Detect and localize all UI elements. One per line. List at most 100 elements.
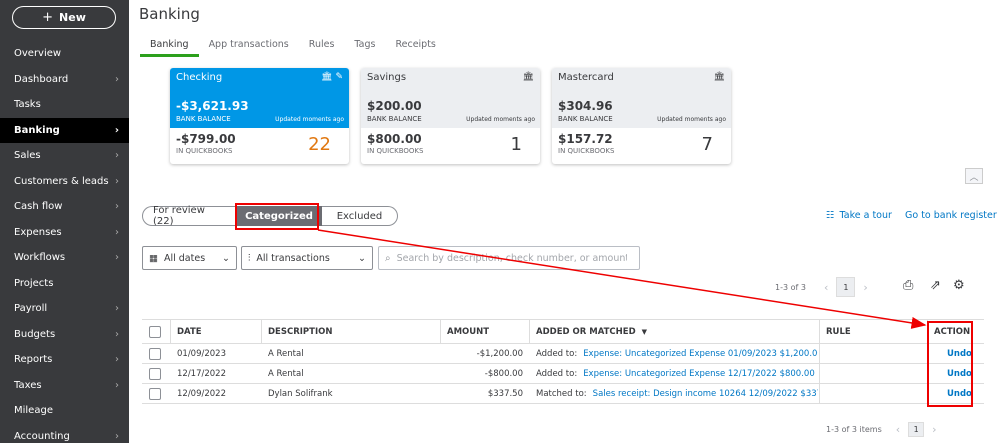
tab-receipts[interactable]: Receipts	[395, 39, 436, 50]
row-checkbox[interactable]	[149, 347, 161, 360]
review-segmented-control: For review (22) Categorized Excluded	[142, 205, 398, 227]
sidebar-item-mileage[interactable]: Mileage	[0, 398, 129, 424]
match-prefix: Added to:	[536, 348, 578, 359]
sidebar-item-label: Workflows	[14, 252, 66, 264]
tab-rules[interactable]: Rules	[308, 39, 335, 50]
header-divider	[170, 320, 171, 343]
previous-page-icon[interactable]: ‹	[823, 280, 829, 294]
next-page-icon[interactable]: ›	[932, 423, 937, 436]
chevron-right-icon: ›	[115, 303, 119, 315]
main-content: Banking Banking App transactions Rules T…	[129, 0, 999, 443]
review-count: 7	[701, 134, 713, 155]
sidebar-item-payroll[interactable]: Payroll ›	[0, 296, 129, 322]
sidebar-item-accounting[interactable]: Accounting ›	[0, 424, 129, 443]
bank-balance: $304.96	[558, 99, 613, 113]
collapse-cards-button[interactable]: ︿	[965, 168, 983, 184]
added-or-matched-header[interactable]: ADDED OR MATCHED ▼	[536, 320, 647, 343]
account-name: Mastercard	[558, 72, 614, 83]
pencil-icon[interactable]: ✎	[335, 72, 343, 82]
table-row: 01/09/2023 A Rental -$1,200.00 Added to:…	[142, 344, 984, 364]
amount-cell: -$1,200.00	[476, 348, 523, 359]
sidebar-item-expenses[interactable]: Expenses ›	[0, 220, 129, 246]
date-cell: 12/17/2022	[177, 368, 226, 379]
matched-transaction-link[interactable]: Sales receipt: Design income 10264 12/09…	[592, 388, 818, 399]
undo-button[interactable]: Undo	[947, 364, 972, 383]
sort-down-icon: ▼	[641, 327, 648, 336]
row-checkbox-cell	[149, 364, 161, 383]
sidebar-item-label: Sales	[14, 150, 41, 162]
quickbooks-label: IN QUICKBOOKS	[176, 147, 233, 155]
bank-balance: -$3,621.93	[176, 99, 249, 113]
search-input[interactable]	[396, 252, 627, 264]
amount-header[interactable]: AMOUNT	[447, 326, 490, 337]
sidebar-item-budgets[interactable]: Budgets ›	[0, 322, 129, 348]
undo-button[interactable]: Undo	[947, 344, 972, 363]
row-checkbox[interactable]	[149, 387, 161, 400]
bank-balance-label: BANK BALANCE	[367, 115, 422, 123]
for-review-tab[interactable]: For review (22)	[142, 205, 236, 227]
updated-text: Updated moments ago	[466, 116, 535, 123]
sidebar-item-tasks[interactable]: Tasks	[0, 92, 129, 118]
bank-balance: $200.00	[367, 99, 422, 113]
added-or-matched-cell: Added to: Expense: Uncategorized Expense…	[536, 344, 818, 363]
sidebar-item-projects[interactable]: Projects	[0, 271, 129, 297]
quickbooks-balance: $800.00	[367, 132, 422, 146]
quickbooks-balance: $157.72	[558, 132, 613, 146]
account-card-checking[interactable]: Checking 🏛 ✎ -$3,621.93 BANK BALANCE Upd…	[170, 68, 349, 164]
added-or-matched-cell: Added to: Expense: Uncategorized Expense…	[536, 364, 818, 383]
quickbooks-label: IN QUICKBOOKS	[367, 147, 424, 155]
matched-transaction-link[interactable]: Expense: Uncategorized Expense 01/09/202…	[583, 348, 818, 359]
account-card-footer: $800.00 IN QUICKBOOKS 1	[361, 128, 540, 164]
sidebar: + New Overview Dashboard › Tasks Banking ›…	[0, 0, 129, 443]
transaction-filter-dropdown[interactable]: ⫶ All transactions ⌄	[241, 246, 373, 270]
sidebar-item-banking[interactable]: Banking ›	[0, 117, 129, 143]
sidebar-item-customers-leads[interactable]: Customers & leads ›	[0, 169, 129, 195]
header-divider	[529, 320, 530, 343]
date-filter-dropdown[interactable]: ▦ All dates ⌄	[142, 246, 237, 270]
previous-page-icon[interactable]: ‹	[895, 423, 901, 436]
export-icon[interactable]: ⇗	[930, 278, 941, 293]
tab-banking[interactable]: Banking	[140, 37, 199, 57]
undo-label: Undo	[947, 388, 972, 399]
page-number[interactable]: 1	[836, 277, 856, 297]
sidebar-item-reports[interactable]: Reports ›	[0, 347, 129, 373]
row-checkbox[interactable]	[149, 367, 161, 380]
page-number[interactable]: 1	[908, 422, 925, 437]
date-filter-value: All dates	[163, 252, 206, 264]
sidebar-item-overview[interactable]: Overview	[0, 41, 129, 67]
sidebar-item-cash-flow[interactable]: Cash flow ›	[0, 194, 129, 220]
chevron-up-icon: ︿	[969, 172, 979, 183]
chevron-right-icon: ›	[115, 226, 119, 238]
account-card-header: Savings 🏛 $200.00 BANK BALANCE Updated m…	[361, 68, 540, 128]
sidebar-item-workflows[interactable]: Workflows ›	[0, 245, 129, 271]
new-button-label: New	[59, 11, 86, 24]
new-button[interactable]: + New	[12, 6, 116, 29]
gear-icon[interactable]: ⚙	[953, 278, 965, 293]
tab-tags[interactable]: Tags	[354, 39, 376, 50]
next-page-icon[interactable]: ›	[863, 280, 868, 294]
rule-header[interactable]: RULE	[826, 326, 851, 337]
tab-app-transactions[interactable]: App transactions	[208, 39, 289, 50]
take-tour-link[interactable]: ☷ Take a tour	[826, 210, 892, 221]
sidebar-item-label: Banking	[14, 124, 60, 136]
go-to-bank-register-link[interactable]: Go to bank register	[905, 210, 997, 221]
chevron-down-icon: ⌄	[222, 252, 230, 264]
table-header: DATE DESCRIPTION AMOUNT ADDED OR MATCHED…	[142, 319, 984, 344]
sidebar-item-label: Customers & leads	[14, 175, 109, 187]
select-all-checkbox[interactable]	[149, 325, 161, 338]
excluded-tab[interactable]: Excluded	[322, 206, 398, 226]
sidebar-item-taxes[interactable]: Taxes ›	[0, 373, 129, 399]
description-header[interactable]: DESCRIPTION	[268, 326, 333, 337]
undo-button[interactable]: Undo	[947, 384, 972, 403]
added-or-matched-cell: Matched to: Sales receipt: Design income…	[536, 384, 818, 403]
pagination-range: 1-3 of 3 items	[826, 425, 882, 434]
account-card-savings[interactable]: Savings 🏛 $200.00 BANK BALANCE Updated m…	[361, 68, 540, 164]
matched-transaction-link[interactable]: Expense: Uncategorized Expense 12/17/202…	[583, 368, 815, 379]
sidebar-item-dashboard[interactable]: Dashboard ›	[0, 67, 129, 93]
pagination-range: 1-3 of 3	[775, 282, 806, 292]
account-card-mastercard[interactable]: Mastercard 🏛 $304.96 BANK BALANCE Update…	[552, 68, 731, 164]
print-icon[interactable]: ⎙	[903, 278, 914, 293]
sidebar-item-sales[interactable]: Sales ›	[0, 143, 129, 169]
date-header[interactable]: DATE	[177, 326, 202, 337]
plus-icon: +	[42, 10, 54, 25]
